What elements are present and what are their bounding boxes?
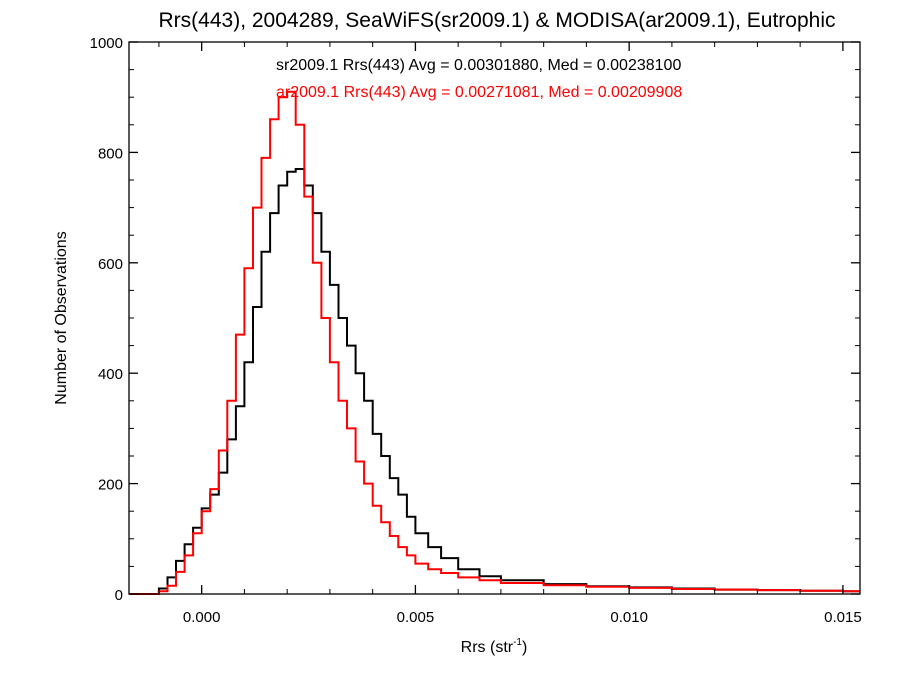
y-tick-label: 1000 [90,35,123,52]
x-tick-label: 0.000 [183,609,221,626]
series-0-histogram [129,168,860,595]
y-axis-label: Number of Observations [53,231,70,404]
y-tick-label: 0 [115,587,123,604]
y-tick-label: 200 [98,477,123,494]
series-layer [129,90,860,595]
x-tick-label: 0.005 [397,609,435,626]
tick-layer: 0.000 0.005 0.010 0.015 0 200 400 600 800 1000 [90,35,862,626]
y-tick-label: 600 [98,256,123,273]
x-tick-label: 0.015 [824,609,862,626]
x-axis-label-superscript: -1 [513,637,522,648]
x-axis-label-close: ) [522,639,527,656]
x-tick-label: 0.010 [610,609,648,626]
x-axis-label: Rrs (str-1) [461,637,528,656]
annotation-layer: sr2009.1 Rrs(443) Avg = 0.00301880, Med … [276,57,682,101]
series-1-histogram [129,90,860,595]
y-tick-label: 800 [98,145,123,162]
annotation-stats-1: ar2009.1 Rrs(443) Avg = 0.00271081, Med … [276,84,682,101]
y-tick-label: 400 [98,366,123,383]
x-axis-label-text: Rrs (str [461,639,514,656]
plot-frame [128,41,861,595]
chart-title: Rrs(443), 2004289, SeaWiFS(sr2009.1) & M… [159,9,836,32]
annotation-stats-0: sr2009.1 Rrs(443) Avg = 0.00301880, Med … [276,57,681,74]
